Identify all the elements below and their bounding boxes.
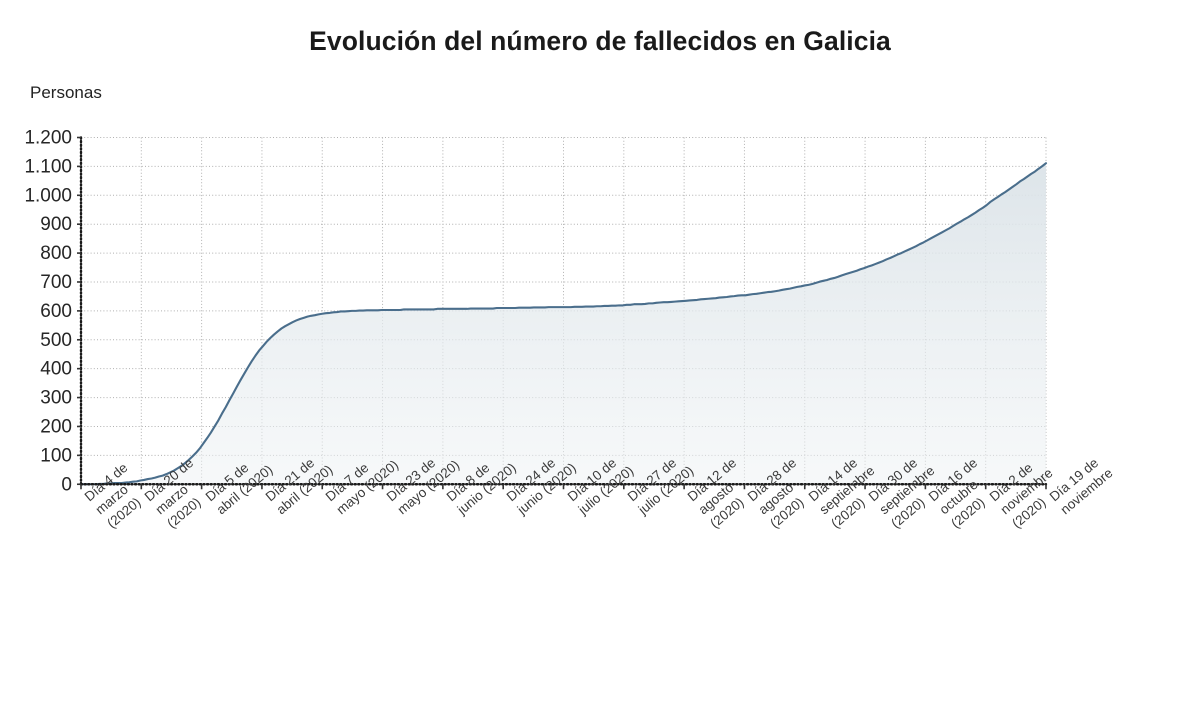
svg-text:0: 0 xyxy=(61,474,72,495)
svg-text:1.100: 1.100 xyxy=(24,156,72,177)
svg-text:700: 700 xyxy=(40,272,72,293)
svg-text:200: 200 xyxy=(40,416,72,437)
svg-text:800: 800 xyxy=(40,243,72,264)
svg-text:100: 100 xyxy=(40,445,72,466)
svg-text:1.000: 1.000 xyxy=(24,185,72,206)
svg-text:900: 900 xyxy=(40,214,72,235)
svg-text:400: 400 xyxy=(40,359,72,380)
svg-text:1.200: 1.200 xyxy=(24,128,72,149)
svg-text:600: 600 xyxy=(40,301,72,322)
svg-text:500: 500 xyxy=(40,330,72,351)
svg-text:300: 300 xyxy=(40,388,72,409)
